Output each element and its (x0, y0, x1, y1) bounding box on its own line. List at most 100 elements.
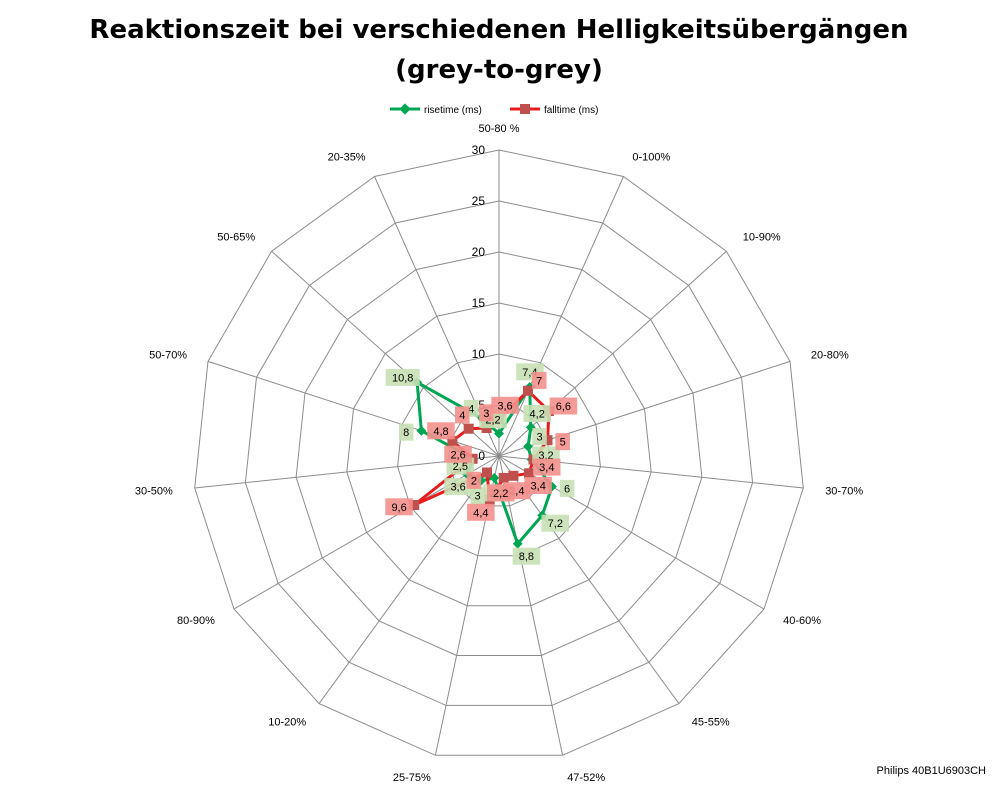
svg-text:8: 8 (403, 427, 409, 439)
falltime-marker (498, 472, 509, 483)
svg-text:7,2: 7,2 (548, 518, 563, 530)
series-line-risetime (415, 380, 554, 546)
svg-text:7: 7 (536, 375, 542, 387)
category-label: 50-65% (217, 232, 255, 244)
data-label-risetime: 10,8 (385, 368, 420, 386)
data-label-risetime: 6 (559, 479, 575, 497)
svg-text:10,8: 10,8 (392, 372, 413, 384)
chart-title: Reaktionszeit bei verschiedenen Helligke… (89, 15, 908, 45)
svg-text:4: 4 (459, 410, 465, 422)
data-label-falltime: 4,8 (427, 422, 455, 440)
svg-text:2,2: 2,2 (493, 488, 508, 500)
falltime-marker (447, 435, 458, 446)
svg-text:4: 4 (468, 403, 474, 415)
grid-ring (244, 200, 754, 706)
data-label-risetime: 3 (470, 487, 485, 505)
data-label-risetime: 4,2 (523, 405, 551, 422)
data-label-falltime: 3 (479, 404, 494, 422)
data-label-falltime: 2,6 (444, 445, 472, 463)
category-label: 45-55% (692, 716, 730, 728)
data-label-falltime: 4 (455, 406, 470, 424)
svg-text:4,8: 4,8 (433, 426, 448, 438)
category-label: 20-35% (328, 151, 366, 163)
data-label-falltime: 3,4 (524, 477, 552, 494)
category-labels: 50-80 % 0-100% 10-90% 20-80% 30-70% 40-60% 45-… (135, 123, 863, 784)
falltime-marker (542, 435, 553, 446)
svg-text:3,4: 3,4 (539, 462, 554, 474)
svg-text:2,6: 2,6 (450, 449, 465, 461)
svg-text:3,6: 3,6 (497, 400, 512, 412)
category-label: 0-100% (632, 151, 670, 163)
svg-text:4,2: 4,2 (530, 409, 545, 421)
data-label-risetime: 8,8 (512, 547, 541, 565)
category-label: 30-70% (825, 485, 863, 497)
grid-ring (194, 149, 804, 756)
risetime-marker (512, 538, 523, 549)
radar-grid (194, 149, 804, 756)
svg-text:6: 6 (564, 483, 570, 495)
category-label: 50-70% (149, 350, 187, 362)
data-labels: 2,27,44,233,267,28,82,233,62,5810,843,67… (385, 363, 578, 565)
falltime-marker (523, 385, 533, 396)
chart-subtitle: (grey-to-grey) (395, 55, 603, 85)
category-label: 47-52% (567, 772, 605, 784)
tick-label: 0 (478, 449, 485, 463)
svg-text:6,6: 6,6 (556, 401, 571, 413)
falltime-marker (482, 467, 492, 478)
data-label-falltime: 4,4 (467, 503, 495, 521)
svg-text:8,8: 8,8 (519, 551, 534, 563)
legend: risetime (ms) falltime (ms) (390, 103, 598, 116)
data-label-falltime: 2,2 (487, 484, 515, 502)
falltime-marker (409, 500, 420, 510)
data-label-falltime: 5 (555, 433, 570, 451)
data-label-falltime: 3,4 (533, 458, 561, 476)
data-label-risetime: 3,6 (444, 478, 472, 496)
tick-label: 15 (472, 296, 486, 310)
falltime-marker (508, 470, 519, 481)
tick-label: 30 (472, 143, 486, 157)
category-label: 10-90% (743, 232, 781, 244)
tick-label: 10 (472, 347, 486, 361)
svg-text:9,6: 9,6 (391, 502, 406, 514)
data-label-falltime: 2 (466, 471, 482, 489)
grid-ring (346, 302, 652, 607)
svg-text:2,5: 2,5 (453, 461, 468, 473)
data-label-falltime: 7 (532, 371, 547, 389)
falltime-marker (524, 468, 534, 479)
grid-ring (295, 251, 703, 656)
svg-text:3: 3 (537, 432, 543, 444)
risetime-marker (416, 425, 427, 436)
category-label: 50-80 % (479, 123, 520, 135)
category-label: 80-90% (177, 615, 215, 627)
grid-spoke (498, 455, 564, 756)
data-label-falltime: 9,6 (385, 498, 413, 516)
legend-entry-falltime: falltime (ms) (510, 104, 598, 116)
svg-text:3,4: 3,4 (531, 481, 546, 493)
data-label-falltime: 3,6 (491, 396, 519, 414)
category-label: 20-80% (811, 350, 849, 362)
tick-label: 20 (472, 245, 486, 259)
grid-spoke (498, 176, 624, 457)
category-label: 30-50% (135, 485, 173, 497)
tick-label: 25 (472, 194, 486, 208)
svg-text:5: 5 (560, 437, 566, 449)
grid-spoke (318, 455, 500, 704)
risetime-marker (523, 441, 534, 452)
category-label: 10-20% (268, 716, 306, 728)
legend-label-falltime: falltime (ms) (544, 105, 598, 116)
grid-ring (397, 353, 601, 557)
legend-entry-risetime: risetime (ms) (390, 103, 482, 116)
svg-text:3: 3 (483, 408, 489, 420)
category-label: 25-75% (393, 772, 431, 784)
svg-text:2: 2 (471, 475, 477, 487)
svg-text:3,6: 3,6 (450, 482, 465, 494)
data-label-risetime: 7,2 (541, 514, 569, 532)
data-label-risetime: 8 (399, 423, 414, 441)
svg-text:3: 3 (475, 491, 481, 503)
legend-label-risetime: risetime (ms) (424, 105, 482, 116)
data-label-risetime: 3 (532, 428, 547, 445)
category-label: 40-60% (783, 615, 821, 627)
data-label-falltime: 6,6 (549, 397, 578, 415)
credit-label: Philips 40B1U6903CH (877, 765, 987, 777)
